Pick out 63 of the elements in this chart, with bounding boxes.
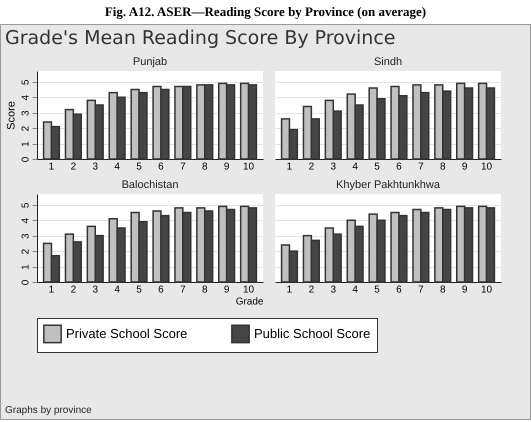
x-tick-label: 10 [480, 162, 493, 172]
x-tick-label: 7 [418, 284, 424, 296]
y-tick-label: 4 [20, 218, 32, 224]
x-tick-label: 9 [462, 284, 468, 296]
x-tick-label: 10 [242, 284, 255, 296]
x-tick-label: 6 [396, 162, 402, 172]
y-tick-label: 1 [20, 140, 32, 147]
x-tick-label: 4 [114, 284, 120, 296]
x-tick-label: 8 [202, 162, 208, 172]
x-tick-label: 1 [286, 284, 293, 296]
y-tick-label: 5 [20, 202, 32, 208]
x-tick-label: 1 [48, 162, 55, 172]
y-axis-title: Score [6, 101, 18, 130]
x-tick-label: 2 [308, 162, 315, 172]
x-tick-label: 3 [92, 284, 98, 296]
x-tick-label: 2 [70, 284, 77, 296]
x-tick-label: 8 [202, 284, 208, 296]
y-tick-label: 5 [20, 79, 32, 86]
x-tick-label: 6 [158, 284, 164, 296]
legend-label: Private School Score [66, 326, 188, 341]
text: Graphs by province [5, 405, 92, 416]
x-tick-label: 7 [180, 284, 186, 296]
y-tick-label: 3 [20, 110, 32, 116]
x-tick-label: 9 [462, 162, 468, 172]
y-tick-label: 4 [20, 94, 32, 101]
y-tick-label: 2 [20, 125, 32, 132]
x-tick-label: 7 [418, 162, 424, 172]
x-tick-label: 5 [136, 162, 142, 172]
x-tick-label: 4 [352, 162, 358, 172]
x-tick-label: 8 [440, 162, 446, 172]
x-tick-label: 2 [308, 284, 315, 296]
x-tick-label: 5 [374, 162, 380, 172]
x-axis-title: Grade [236, 296, 264, 308]
y-tick-label: 0 [20, 156, 32, 162]
chart-title: Khyber Pakhtunkhwa [336, 179, 441, 191]
x-tick-label: 3 [92, 162, 98, 172]
chart-title: Sindh [374, 56, 402, 68]
x-tick-label: 1 [286, 162, 293, 172]
chart-title: Balochistan [122, 179, 178, 191]
x-tick-label: 3 [330, 284, 336, 296]
x-tick-label: 6 [396, 284, 402, 296]
x-tick-label: 4 [352, 284, 358, 296]
chart-title: Punjab [132, 56, 168, 68]
y-tick-label: 2 [20, 248, 32, 254]
x-tick-label: 9 [224, 162, 230, 172]
x-tick-label: 8 [440, 284, 446, 296]
x-tick-label: 6 [158, 162, 164, 172]
x-tick-label: 10 [480, 284, 493, 296]
x-tick-label: 3 [330, 162, 336, 172]
x-tick-label: 4 [114, 162, 120, 172]
x-tick-label: 2 [70, 162, 77, 172]
text: Fig. A12. ASER—Reading Score by Province (on average) [104, 3, 428, 21]
x-tick-label: 5 [136, 284, 142, 296]
x-tick-label: 1 [48, 284, 55, 296]
y-tick-label: 0 [20, 279, 32, 286]
x-tick-label: 10 [242, 162, 255, 172]
legend-label: Public School Score [254, 326, 370, 341]
x-tick-label: 5 [374, 284, 380, 296]
y-tick-label: 3 [20, 232, 32, 239]
text: Grade's Mean Reading Score By Province [5, 27, 396, 49]
y-tick-label: 1 [20, 264, 32, 270]
x-tick-label: 7 [180, 162, 186, 172]
x-tick-label: 9 [224, 284, 230, 296]
